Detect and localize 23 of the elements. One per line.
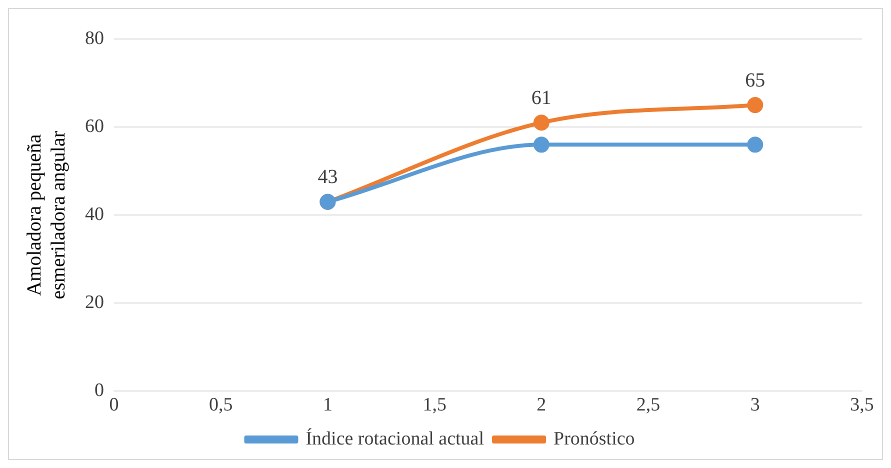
x-tick-label: 2 [536,394,546,416]
data-label: 65 [745,69,766,92]
x-tick-label: 0,5 [208,394,233,416]
y-tick-label: 60 [85,116,104,138]
y-axis-title: Amoladora pequeña esmeriladora angular [23,130,70,300]
x-tick-label: 3,5 [850,394,874,416]
y-tick-label: 80 [85,28,104,49]
y-tick-label: 0 [94,380,104,402]
point [533,136,550,153]
x-tick-label: 3 [750,394,760,416]
data-label: 61 [531,86,552,109]
x-tick-label: 2,5 [636,394,660,416]
y-tick-label: 20 [85,292,104,314]
point [747,97,764,114]
data-label: 43 [318,166,338,188]
x-tick-label: 0 [109,394,119,416]
y-tick-label: 40 [85,204,104,226]
point [533,114,550,131]
point [747,136,764,153]
x-tick-label: 1 [322,394,332,416]
legend-label: Pronóstico [554,428,635,450]
x-tick-label: 1,5 [422,394,446,416]
legend-label: Índice rotacional actual [306,427,484,450]
